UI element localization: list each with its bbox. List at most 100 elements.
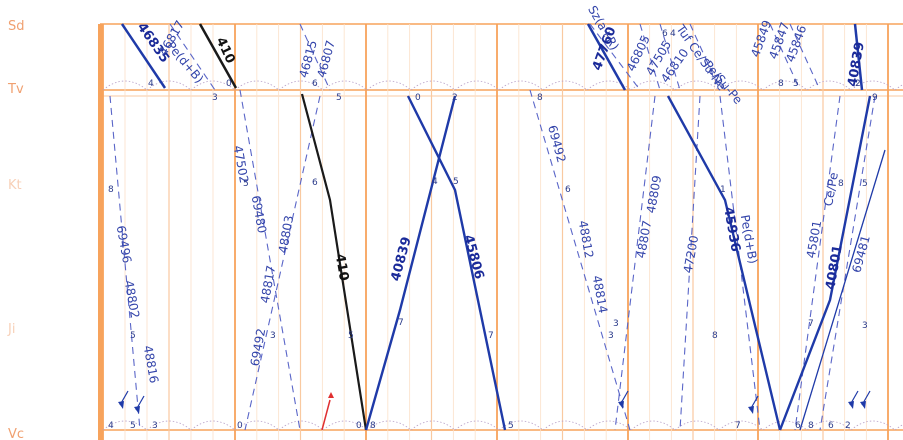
station-dots	[322, 80, 368, 91]
dashed-train-6	[614, 95, 656, 431]
solid-train-5	[586, 23, 627, 91]
minute-mark: 5	[130, 421, 136, 431]
minute-mark: 6	[312, 178, 318, 188]
station-dots	[366, 80, 412, 91]
station-label-sd: Sd	[8, 19, 25, 34]
minute-mark: 4	[432, 177, 438, 187]
dashed-train-label: 48807	[634, 219, 654, 259]
station-label-vc: Vc	[8, 427, 24, 440]
minute-mark: 7	[735, 421, 741, 431]
station-dots	[762, 420, 808, 431]
dashed-train-label: Ce/Pe	[821, 171, 841, 207]
minute-mark: 3	[862, 321, 868, 331]
minute-mark: 8	[108, 185, 114, 195]
minute-mark: 6	[828, 421, 834, 431]
minute-mark: 8	[712, 331, 718, 341]
minute-mark: 6	[312, 79, 318, 89]
minute-mark: 5	[348, 331, 354, 341]
station-labels: Sd Tv Kt Ji Vc	[7, 19, 25, 440]
minute-mark: 3	[212, 93, 218, 103]
minute-mark: 0	[415, 93, 421, 103]
station-dots	[894, 84, 903, 91]
station-dots	[146, 420, 192, 431]
minute-mark: 8	[537, 93, 543, 103]
minute-mark: 8	[778, 79, 784, 89]
minute-mark: 5	[508, 421, 514, 431]
dashed-train-label: 69480	[249, 194, 269, 234]
station-dots	[630, 420, 676, 431]
station-dots	[410, 420, 456, 431]
solid-train-4	[406, 95, 507, 431]
time-grid	[98, 23, 903, 440]
station-dots	[586, 80, 632, 91]
dashed-train-15	[789, 23, 821, 91]
dashed-train-label: 69481	[849, 234, 872, 275]
station-dots	[498, 80, 544, 91]
station-dots	[278, 420, 324, 431]
station-dots	[102, 80, 148, 91]
dashed-train-16	[589, 23, 641, 91]
solid-train-0	[120, 23, 167, 89]
minute-mark: 6	[662, 29, 668, 39]
station-dots	[234, 80, 280, 91]
station-dots	[806, 420, 852, 431]
minute-mark: 5	[336, 93, 342, 103]
station-dots	[498, 420, 544, 431]
train-label: 40839	[389, 235, 415, 283]
minute-mark: 2	[452, 93, 458, 103]
station-label-tv: Tv	[7, 82, 24, 97]
solid-train-6	[666, 95, 782, 431]
station-dots	[190, 420, 236, 431]
dashed-train-label: 48817	[258, 264, 278, 304]
train-label: 45806	[460, 233, 486, 281]
station-dots	[410, 80, 456, 91]
station-dots	[850, 420, 896, 431]
dashed-train-3	[244, 95, 321, 431]
red-arrow-line	[321, 399, 331, 431]
station-dots	[674, 420, 720, 431]
station-label-kt: Kt	[8, 178, 22, 193]
station-dots	[806, 80, 852, 91]
minute-mark: 7	[488, 331, 494, 341]
station-dots	[762, 80, 808, 91]
minute-mark: 3	[608, 331, 614, 341]
station-dots	[146, 80, 192, 91]
left-border	[98, 24, 103, 440]
minute-mark: 7	[398, 318, 404, 328]
dashed-train-label: Pe/Su-Pe	[701, 58, 745, 107]
dashed-train-2	[239, 89, 301, 431]
minute-mark: 4	[670, 29, 676, 39]
station-dots	[542, 420, 588, 431]
dashed-train-13	[689, 23, 721, 91]
minute-mark: 9	[872, 93, 878, 103]
minute-mark: 5	[130, 331, 136, 341]
minute-mark: 2	[845, 421, 851, 431]
minute-mark: 4	[108, 421, 114, 431]
solid-train-1	[198, 23, 238, 89]
dashed-train-label: 45801	[804, 219, 824, 259]
station-dots	[630, 80, 676, 91]
minute-mark: 2	[855, 79, 861, 89]
minute-mark: 3	[270, 331, 276, 341]
dashed-train-label: 48802	[122, 279, 142, 319]
dashed-train-7	[679, 95, 701, 431]
dashed-train-10	[819, 95, 876, 431]
arrow-head-4	[848, 401, 854, 409]
dashed-train-label: 48812	[576, 219, 596, 259]
minute-mark: 7	[808, 319, 814, 329]
red-arrow-head	[328, 392, 334, 398]
solid-train-7	[778, 95, 872, 431]
minute-mark: 1	[720, 185, 726, 195]
arrow-head-2	[618, 401, 624, 409]
minute-mark: 3	[613, 319, 619, 329]
dashed-train-label: 48803	[276, 214, 296, 254]
minute-mark: 0	[237, 421, 243, 431]
dashed-train-label: 48816	[141, 344, 161, 384]
arrow-head-3	[748, 406, 754, 414]
station-dots	[278, 80, 324, 91]
station-dots	[366, 420, 412, 431]
station-dots	[718, 420, 764, 431]
train-label: 410	[332, 253, 351, 282]
